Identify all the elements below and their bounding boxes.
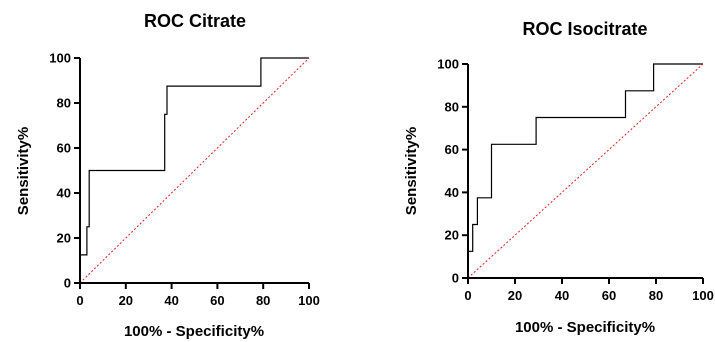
x-tick-label: 0 [76, 293, 83, 308]
x-tick-label: 20 [119, 293, 133, 308]
y-tick-label: 60 [57, 141, 71, 156]
x-axis-label: 100% - Specificity% [124, 323, 264, 340]
y-tick-label: 0 [452, 271, 459, 286]
x-axis-label: 100% - Specificity% [515, 319, 655, 336]
y-tick-label: 100 [437, 57, 459, 72]
y-tick-label: 20 [445, 228, 459, 243]
x-tick-label: 40 [555, 288, 569, 303]
x-tick-label: 100 [692, 288, 714, 303]
x-tick-label: 100 [298, 293, 320, 308]
roc-curve [467, 63, 703, 278]
plot-area: 0 20 40 60 80 100 0 20 40 60 80 100 [437, 57, 714, 304]
roc-curve [79, 57, 309, 283]
chart-isocitrate: ROC Isocitrate 100% - Specificity% Sensi… [403, 19, 714, 336]
reference-line [467, 63, 704, 279]
y-tick-label: 40 [57, 186, 71, 201]
x-tick-label: 40 [164, 293, 178, 308]
chart-title: ROC Citrate [144, 11, 246, 31]
y-tick-label: 40 [445, 185, 459, 200]
y-axis-label: Sensitivity% [15, 127, 32, 215]
x-tick-label: 20 [508, 288, 522, 303]
y-tick-label: 20 [57, 231, 71, 246]
x-tick-label: 60 [210, 293, 224, 308]
x-tick-label: 0 [464, 288, 471, 303]
y-tick-label: 60 [445, 142, 459, 157]
y-axis-label: Sensitivity% [403, 127, 420, 215]
y-tick-label: 80 [57, 96, 71, 111]
chart-citrate: ROC Citrate 100% - Specificity% Sensitiv… [15, 11, 320, 340]
chart-title: ROC Isocitrate [522, 19, 647, 39]
x-tick-label: 80 [649, 288, 663, 303]
reference-line [79, 57, 310, 284]
y-tick-label: 80 [445, 99, 459, 114]
x-tick-label: 80 [256, 293, 270, 308]
y-tick-label: 0 [64, 276, 71, 291]
plot-area: 0 20 40 60 80 100 0 20 40 60 80 100 [49, 51, 320, 309]
y-tick-label: 100 [49, 51, 71, 66]
x-tick-label: 60 [602, 288, 616, 303]
